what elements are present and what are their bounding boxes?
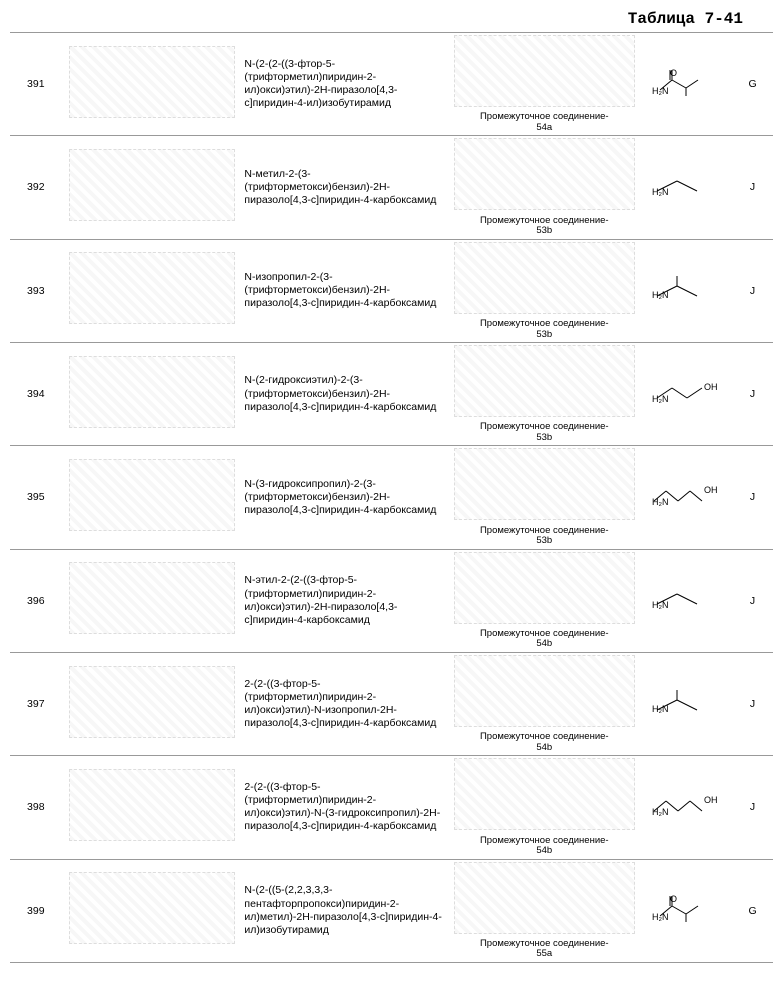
svg-text:O: O	[670, 68, 677, 78]
structure-b: Промежуточное соединение-53b	[446, 239, 643, 342]
method-column: J	[732, 342, 773, 445]
method-column: G	[732, 33, 773, 136]
svg-text:H₂N: H₂N	[652, 600, 669, 610]
compound-name: 2-(2-((3-фтор-5-(трифторметил)пиридин-2-…	[242, 652, 445, 755]
amine-structure: H₂N	[643, 549, 732, 652]
structure-a	[62, 549, 243, 652]
structure-b: Промежуточное соединение-54a	[446, 33, 643, 136]
amine-structure: H₂NO	[643, 859, 732, 962]
svg-text:OH: OH	[704, 795, 718, 805]
svg-text:H₂N: H₂N	[652, 86, 669, 96]
method-column: J	[732, 239, 773, 342]
amine-structure: H₂N OH	[643, 756, 732, 859]
compound-name: N-этил-2-(2-((3-фтор-5-(трифторметил)пир…	[242, 549, 445, 652]
compound-name: N-(2-(2-((3-фтор-5-(трифторметил)пиридин…	[242, 33, 445, 136]
structure-a	[62, 239, 243, 342]
table-row: 397 2-(2-((3-фтор-5-(трифторметил)пиридин…	[10, 652, 773, 755]
svg-text:H₂N: H₂N	[652, 187, 669, 197]
compound-name: N-(2-гидроксиэтил)-2-(3-(трифторметокси)…	[242, 342, 445, 445]
structure-a	[62, 652, 243, 755]
structure-b: Промежуточное соединение-54b	[446, 756, 643, 859]
compound-name: N-(3-гидроксипропил)-2-(3-(трифторметокс…	[242, 446, 445, 549]
table-row: 392 N-метил-2-(3-(трифторметокси)бензил)-…	[10, 136, 773, 239]
compound-number: 391	[10, 33, 62, 136]
svg-text:H₂N: H₂N	[652, 807, 669, 817]
compound-name: N-(2-((5-(2,2,3,3,3-пентафторпропокси)пи…	[242, 859, 445, 962]
method-column: J	[732, 549, 773, 652]
compound-table: 391 N-(2-(2-((3-фтор-5-(трифторметил)пири…	[10, 32, 773, 963]
amine-structure: H₂NOH	[643, 342, 732, 445]
structure-a	[62, 859, 243, 962]
compound-number: 397	[10, 652, 62, 755]
structure-b: Промежуточное соединение-53b	[446, 136, 643, 239]
svg-text:OH: OH	[704, 382, 718, 392]
structure-a	[62, 342, 243, 445]
compound-name: N-изопропил-2-(3-(трифторметокси)бензил)…	[242, 239, 445, 342]
svg-text:H₂N: H₂N	[652, 497, 669, 507]
compound-number: 395	[10, 446, 62, 549]
structure-a	[62, 136, 243, 239]
structure-a	[62, 756, 243, 859]
table-title: Таблица 7-41	[10, 10, 773, 32]
structure-b: Промежуточное соединение-54b	[446, 652, 643, 755]
amine-structure: H₂N	[643, 652, 732, 755]
compound-number: 393	[10, 239, 62, 342]
table-row: 398 2-(2-((3-фтор-5-(трифторметил)пиридин…	[10, 756, 773, 859]
structure-b: Промежуточное соединение-53b	[446, 446, 643, 549]
compound-number: 399	[10, 859, 62, 962]
table-row: 391 N-(2-(2-((3-фтор-5-(трифторметил)пири…	[10, 33, 773, 136]
amine-structure: H₂N OH	[643, 446, 732, 549]
structure-b: Промежуточное соединение-55a	[446, 859, 643, 962]
table-row: 393 N-изопропил-2-(3-(трифторметокси)бенз…	[10, 239, 773, 342]
compound-name: 2-(2-((3-фтор-5-(трифторметил)пиридин-2-…	[242, 756, 445, 859]
structure-a	[62, 446, 243, 549]
compound-name: N-метил-2-(3-(трифторметокси)бензил)-2Н-…	[242, 136, 445, 239]
method-column: G	[732, 859, 773, 962]
method-column: J	[732, 652, 773, 755]
method-column: J	[732, 136, 773, 239]
table-row: 399 N-(2-((5-(2,2,3,3,3-пентафторпропокси…	[10, 859, 773, 962]
compound-number: 394	[10, 342, 62, 445]
table-row: 395 N-(3-гидроксипропил)-2-(3-(трифтормет…	[10, 446, 773, 549]
structure-a	[62, 33, 243, 136]
amine-structure: H₂N	[643, 239, 732, 342]
structure-b: Промежуточное соединение-53b	[446, 342, 643, 445]
compound-number: 396	[10, 549, 62, 652]
amine-structure: H₂N	[643, 136, 732, 239]
svg-text:H₂N: H₂N	[652, 912, 669, 922]
structure-b: Промежуточное соединение-54b	[446, 549, 643, 652]
compound-number: 392	[10, 136, 62, 239]
method-column: J	[732, 756, 773, 859]
method-column: J	[732, 446, 773, 549]
table-row: 396 N-этил-2-(2-((3-фтор-5-(трифторметил)…	[10, 549, 773, 652]
table-row: 394 N-(2-гидроксиэтил)-2-(3-(трифторметок…	[10, 342, 773, 445]
compound-number: 398	[10, 756, 62, 859]
svg-text:O: O	[670, 894, 677, 904]
svg-text:OH: OH	[704, 485, 718, 495]
amine-structure: H₂NO	[643, 33, 732, 136]
